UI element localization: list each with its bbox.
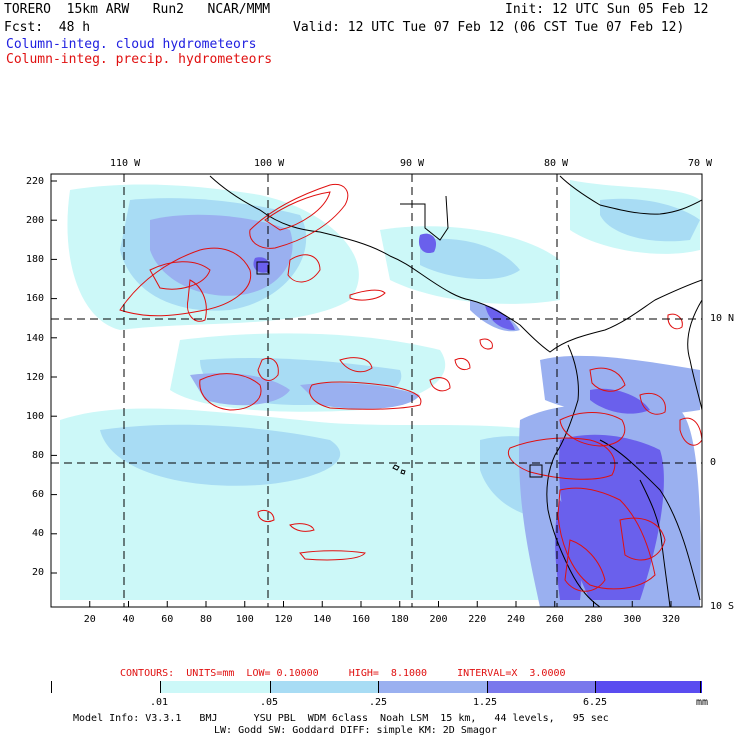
colorbar-label: .05 bbox=[260, 697, 279, 708]
colorbar-label: .25 bbox=[369, 697, 388, 708]
y-tick: 100 bbox=[26, 411, 45, 422]
y-tick: 80 bbox=[32, 450, 45, 461]
forecast-hour: Fcst: 48 h bbox=[4, 20, 91, 35]
colorbar-swatch bbox=[52, 681, 161, 693]
x-tick: 300 bbox=[623, 614, 642, 625]
x-tick: 240 bbox=[507, 614, 526, 625]
x-tick: 120 bbox=[274, 614, 293, 625]
lat-label: 10 S bbox=[710, 601, 735, 612]
lat-label: 0 bbox=[710, 457, 717, 468]
cloud-field-core bbox=[253, 233, 664, 600]
colorbar-label: 6.25 bbox=[583, 697, 608, 708]
y-tick: 180 bbox=[26, 254, 45, 265]
lon-label: 70 W bbox=[688, 158, 713, 169]
station-box bbox=[529, 464, 543, 478]
y-tick: 60 bbox=[32, 489, 45, 500]
x-tick: 140 bbox=[313, 614, 332, 625]
x-tick: 200 bbox=[429, 614, 448, 625]
y-tick: 140 bbox=[26, 333, 45, 344]
colorbar-swatch bbox=[379, 681, 488, 693]
x-tick: 100 bbox=[235, 614, 254, 625]
y-tick: 120 bbox=[26, 372, 45, 383]
lon-label: 110 W bbox=[110, 158, 141, 169]
colorbar-swatch bbox=[271, 681, 379, 693]
y-tick: 20 bbox=[32, 567, 45, 578]
colorbar-swatch bbox=[596, 681, 701, 693]
x-tick: 260 bbox=[545, 614, 564, 625]
contour-info: CONTOURS: UNITS=mm LOW= 0.10000 HIGH= 8.… bbox=[120, 668, 566, 679]
lon-label: 90 W bbox=[400, 158, 425, 169]
lat-lon-grid bbox=[51, 174, 702, 607]
valid-time: Valid: 12 UTC Tue 07 Feb 12 (06 CST Tue … bbox=[293, 20, 685, 35]
lat-label: 10 N bbox=[710, 313, 735, 324]
legend-cloud: Column-integ. cloud hydrometeors bbox=[6, 37, 257, 52]
x-tick: 320 bbox=[662, 614, 681, 625]
x-tick: 80 bbox=[200, 614, 213, 625]
legend-precip: Column-integ. precip. hydrometeors bbox=[6, 52, 273, 67]
colorbar-label: 1.25 bbox=[473, 697, 498, 708]
station-box bbox=[256, 261, 270, 275]
y-tick: 160 bbox=[26, 293, 45, 304]
x-tick: 60 bbox=[161, 614, 174, 625]
colorbar-units: mm bbox=[696, 697, 709, 708]
coastline bbox=[209, 175, 702, 607]
x-tick: 180 bbox=[390, 614, 409, 625]
model-title: TORERO 15km ARW Run2 NCAR/MMM bbox=[4, 2, 271, 17]
colorbar-swatch bbox=[488, 681, 596, 693]
colorbar-label: .01 bbox=[150, 697, 169, 708]
init-time: Init: 12 UTC Sun 05 Feb 12 bbox=[505, 2, 709, 17]
x-tick: 280 bbox=[584, 614, 603, 625]
plot-frame bbox=[50, 173, 703, 608]
lon-label: 80 W bbox=[544, 158, 569, 169]
model-info: Model Info: V3.3.1 BMJ YSU PBL WDM 6clas… bbox=[73, 713, 609, 724]
x-tick: 20 bbox=[83, 614, 96, 625]
colorbar-swatch bbox=[161, 681, 271, 693]
axis-ticks bbox=[51, 180, 672, 607]
x-tick: 40 bbox=[122, 614, 135, 625]
physics-info: LW: Godd SW: Goddard DIFF: simple KM: 2D… bbox=[214, 725, 497, 736]
precip-contours bbox=[119, 183, 702, 592]
y-tick: 220 bbox=[26, 176, 45, 187]
colorbar-swatch bbox=[701, 681, 702, 693]
x-tick: 160 bbox=[352, 614, 371, 625]
y-tick: 40 bbox=[32, 528, 45, 539]
y-tick: 200 bbox=[26, 215, 45, 226]
x-tick: 220 bbox=[468, 614, 487, 625]
lon-label: 100 W bbox=[254, 158, 285, 169]
